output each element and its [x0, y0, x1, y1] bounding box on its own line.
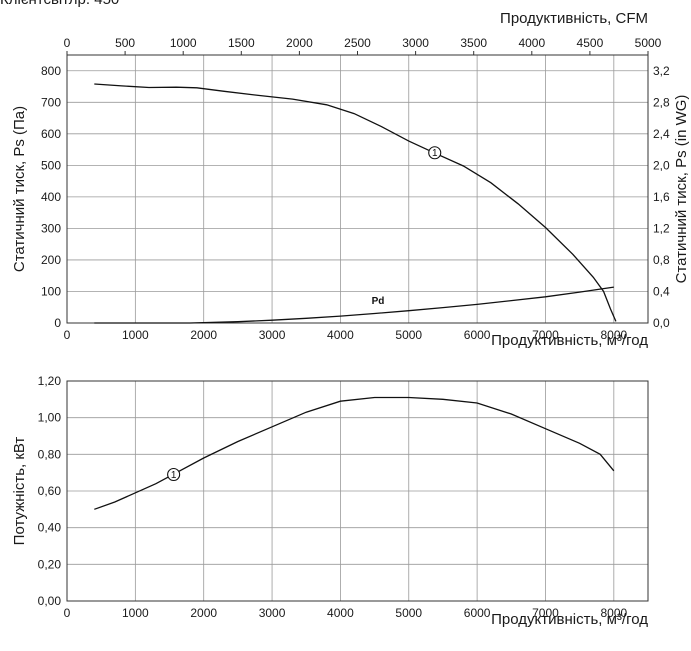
x-top-tick-label: 2500	[344, 36, 371, 50]
power-x-tick-label: 1000	[122, 606, 149, 620]
curve-marker-circle	[428, 146, 442, 160]
power-y-tick-label: 0,80	[38, 447, 62, 461]
x-tick-label: 0	[64, 328, 71, 342]
x-top-tick-label: 4500	[577, 36, 604, 50]
power-curve-marker-label: 1	[171, 470, 177, 481]
power-y-tick-label: 1,20	[38, 374, 62, 388]
y-right-tick-label: 0,8	[653, 253, 670, 267]
y-tick-label: 500	[41, 158, 61, 172]
x-axis-label: Продуктивність, м³/год	[491, 332, 648, 349]
x-top-tick-label: 500	[115, 36, 135, 50]
x-tick-label: 3000	[259, 328, 286, 342]
power-x-tick-label: 8000	[600, 606, 627, 620]
power-curve-marker-circle	[167, 467, 181, 482]
y-tick-label: 600	[41, 127, 61, 141]
series-label-pd: Pd	[372, 296, 385, 307]
power-x-tick-label: 4000	[327, 606, 354, 620]
y-tick-label: 800	[41, 64, 61, 78]
power-x-tick-label: 0	[64, 606, 71, 620]
x-top-tick-label: 2000	[286, 36, 313, 50]
power-y-tick-label: 0,60	[38, 484, 62, 498]
x-tick-label: 8000	[600, 328, 627, 342]
power-curve	[94, 396, 615, 510]
y-axis-label: Статичний тиск, Ps (Па)	[11, 106, 28, 272]
dynamic-pressure-curve	[94, 286, 614, 324]
x-tick-label: 4000	[327, 328, 354, 342]
y-right-tick-label: 3,2	[653, 64, 670, 78]
x-top-tick-label: 4000	[518, 36, 545, 50]
header-title: Клієнтсвітлр. 450	[0, 0, 119, 8]
x-top-tick-label: 1000	[170, 36, 197, 50]
plot-frame	[66, 54, 649, 324]
curve-marker-label: 1	[432, 148, 438, 159]
x-tick-label: 2000	[190, 328, 217, 342]
y-right-tick-label: 0,4	[653, 284, 670, 298]
power-x-tick-label: 6000	[464, 606, 491, 620]
power-x-tick-label: 3000	[259, 606, 286, 620]
x-top-tick-label: 1500	[228, 36, 255, 50]
power-y-axis-label: Потужність, кВт	[11, 437, 28, 546]
y-right-tick-label: 1,2	[653, 221, 670, 235]
x-top-tick-label: 3000	[402, 36, 429, 50]
power-x-axis-label: Продуктивність, м³/год	[491, 611, 648, 628]
static-pressure-curve	[94, 83, 617, 322]
y-right-axis-label: Статичний тиск, Ps (in WG)	[673, 95, 690, 284]
power-plot-frame	[66, 380, 649, 602]
x-top-axis-label: Продуктивність, CFM	[500, 10, 648, 27]
power-x-tick-label: 5000	[395, 606, 422, 620]
power-y-tick-label: 0,20	[38, 557, 62, 571]
x-tick-label: 1000	[122, 328, 149, 342]
x-tick-label: 6000	[464, 328, 491, 342]
y-tick-label: 700	[41, 95, 61, 109]
x-top-tick-label: 3500	[460, 36, 487, 50]
y-right-tick-label: 2,0	[653, 158, 670, 172]
power-y-tick-label: 0,40	[38, 521, 62, 535]
power-y-tick-label: 1,00	[38, 411, 62, 425]
x-tick-label: 5000	[395, 328, 422, 342]
x-top-tick-label: 5000	[635, 36, 662, 50]
x-top-tick-label: 0	[64, 36, 71, 50]
power-x-tick-label: 7000	[532, 606, 559, 620]
y-tick-label: 0	[54, 316, 61, 330]
x-tick-label: 7000	[532, 328, 559, 342]
y-tick-label: 200	[41, 253, 61, 267]
y-right-tick-label: 1,6	[653, 190, 670, 204]
y-right-tick-label: 0,0	[653, 316, 670, 330]
y-tick-label: 300	[41, 221, 61, 235]
power-y-tick-label: 0,00	[38, 594, 62, 608]
y-tick-label: 100	[41, 284, 61, 298]
y-right-tick-label: 2,4	[653, 127, 670, 141]
y-tick-label: 400	[41, 190, 61, 204]
y-right-tick-label: 2,8	[653, 95, 670, 109]
power-x-tick-label: 2000	[190, 606, 217, 620]
